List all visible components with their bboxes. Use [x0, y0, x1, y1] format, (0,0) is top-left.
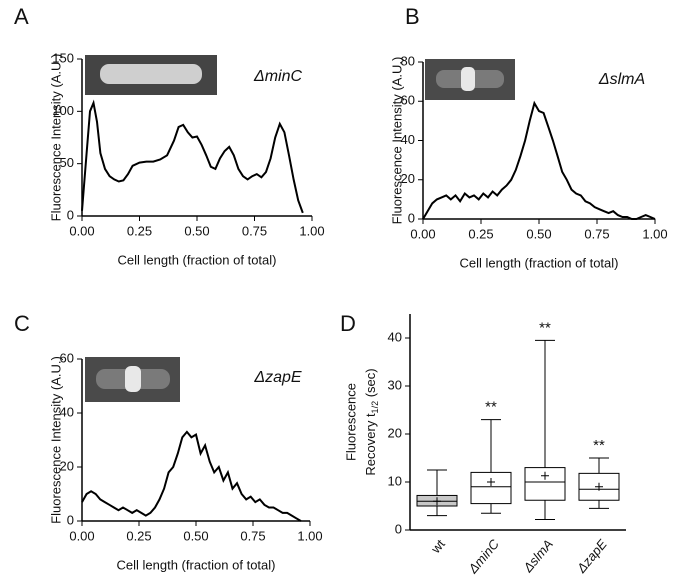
- annotation: ΔslmA: [598, 71, 645, 88]
- data-line: [422, 100, 656, 220]
- x-tick-label: wt: [427, 536, 448, 557]
- inset-b: [425, 59, 515, 100]
- x-tick-label: 1.00: [299, 223, 324, 238]
- x-tick-label: 0.00: [69, 223, 94, 238]
- mean-marker: [487, 478, 495, 486]
- x-tick-label: ΔminC: [465, 536, 503, 577]
- y-tick-label: 40: [388, 329, 402, 344]
- x-tick-label: 1.00: [297, 528, 322, 543]
- x-axis-label: Cell length (fraction of total): [117, 557, 276, 572]
- y-tick-label: 20: [388, 425, 402, 440]
- panel-label: B: [405, 4, 420, 29]
- y-tick-label: 150: [52, 50, 74, 65]
- x-tick-label: 0.25: [126, 528, 151, 543]
- data-line: [81, 430, 302, 522]
- panel-label: D: [340, 311, 356, 336]
- x-tick-label: 1.00: [642, 226, 667, 241]
- y-tick-label: 20: [60, 458, 74, 473]
- y-tick-label: 0: [408, 210, 415, 225]
- significance: **: [593, 437, 605, 454]
- x-tick-label: 0.50: [184, 223, 209, 238]
- x-tick-label: 0.75: [242, 223, 267, 238]
- y-tick-label: 20: [401, 171, 415, 186]
- y-tick-label: 80: [401, 53, 415, 68]
- y-tick-label: 30: [388, 377, 402, 392]
- x-axis-label: Cell length (fraction of total): [118, 252, 277, 267]
- y-label-sub: 1/2: [370, 401, 380, 414]
- x-tick-label: 0.75: [240, 528, 265, 543]
- significance: **: [485, 399, 497, 416]
- annotation: ΔminC: [253, 68, 303, 85]
- y-axis-label: Fluorescence Intensity (A.U.): [48, 356, 63, 524]
- y-tick-label: 100: [52, 103, 74, 118]
- significance: **: [539, 319, 551, 336]
- inset-c: [85, 357, 180, 402]
- y-tick-label: 40: [401, 132, 415, 147]
- x-tick-label: ΔslmA: [520, 536, 556, 575]
- x-axis-label: Cell length (fraction of total): [460, 255, 619, 270]
- x-tick-label: 0.25: [468, 226, 493, 241]
- x-tick-label: 0.25: [127, 223, 152, 238]
- y-tick-label: 10: [388, 473, 402, 488]
- panel-label: C: [14, 311, 30, 336]
- mean-marker: [433, 497, 441, 506]
- y-axis-label: Recovery t1/2 (sec): [363, 368, 380, 475]
- panel-label: A: [14, 4, 29, 29]
- y-tick-label: 0: [67, 512, 74, 527]
- y-label-main: Recovery t: [363, 413, 378, 476]
- y-axis-label: Fluorescence: [343, 383, 358, 461]
- box: [470, 471, 512, 505]
- data-line: [81, 99, 304, 214]
- x-tick-label: 0.75: [584, 226, 609, 241]
- y-axis-label: Fluorescence Intensity (A.U.): [48, 54, 63, 222]
- annotation: ΔzapE: [253, 369, 302, 386]
- x-tick-label: 0.50: [526, 226, 551, 241]
- mean-marker: [595, 482, 603, 491]
- inset-a: [85, 55, 217, 95]
- y-label-tail: (sec): [363, 368, 378, 401]
- x-tick-label: 0.50: [183, 528, 208, 543]
- y-tick-label: 40: [60, 404, 74, 419]
- x-tick-label: 0.00: [69, 528, 94, 543]
- y-tick-label: 0: [395, 521, 402, 536]
- mean-marker: [541, 471, 549, 480]
- x-tick-label: 0.00: [410, 226, 435, 241]
- y-tick-label: 60: [401, 93, 415, 108]
- y-axis-label: Fluorescence Intensity (A.U.): [389, 57, 404, 225]
- y-tick-label: 60: [60, 350, 74, 365]
- x-tick-label: ΔzapE: [573, 536, 610, 576]
- y-tick-label: 0: [67, 207, 74, 222]
- y-tick-label: 50: [60, 155, 74, 170]
